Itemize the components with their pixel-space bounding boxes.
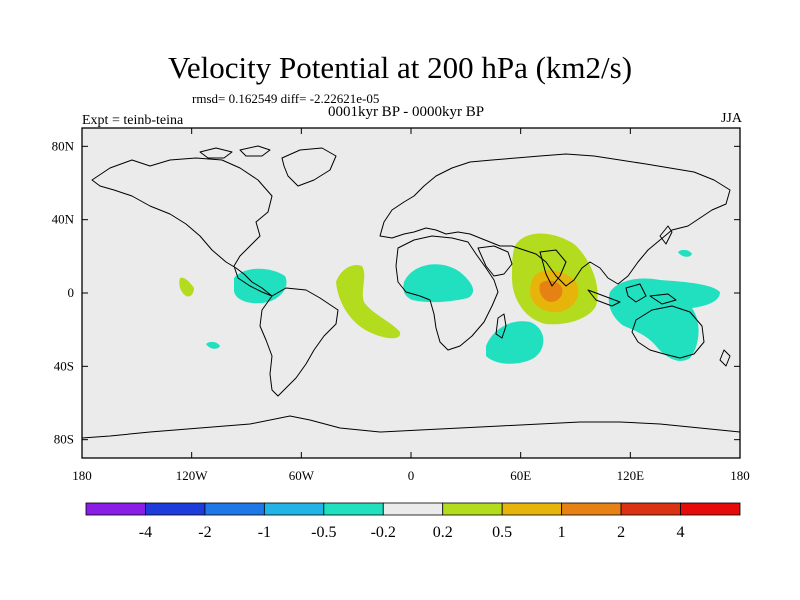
longitude-axis: 180 120W 60W 0 60E 120E 180 [72, 128, 750, 483]
time-subtitle: 0001kyr BP - 0000kyr BP [327, 104, 485, 120]
colorbar-swatch [323, 502, 384, 516]
colorbar-swatch [263, 502, 325, 516]
lat-label: 80S [54, 432, 74, 447]
negative-region-south-indian [486, 321, 544, 364]
coast-indonesia [587, 283, 677, 307]
colorbar-swatch [145, 502, 206, 516]
coast-india [539, 249, 567, 287]
coast-africa [395, 235, 499, 351]
lon-label: 180 [72, 468, 92, 483]
colorbar-label: -2 [198, 524, 211, 541]
positive-region-atlantic [336, 264, 401, 339]
colorbar-label: -4 [139, 524, 152, 541]
colorbar-swatch [442, 502, 503, 516]
colorbar-label: -0.2 [371, 524, 396, 541]
coast-new-zealand [719, 349, 731, 367]
anomaly-fills [179, 233, 720, 364]
coast-arabia [477, 245, 513, 277]
coast-madagascar [495, 313, 507, 339]
season-label: JJA [720, 111, 742, 126]
coastlines [81, 145, 741, 439]
lat-label: 40N [52, 212, 75, 227]
lon-label: 120E [617, 468, 645, 483]
map-title: Velocity Potential at 200 hPa (km2/s) [167, 50, 633, 85]
colorbar-label: 2 [617, 524, 625, 541]
experiment-label: Expt = teinb-teina [82, 113, 184, 128]
coast-eurasia [379, 153, 731, 287]
coast-antarctica [81, 415, 741, 439]
colorbar-swatch [501, 502, 563, 516]
lat-label: 80N [52, 138, 75, 153]
colorbar-swatch [382, 502, 444, 516]
negative-region-west-pacific [678, 249, 692, 257]
coast-japan [659, 225, 673, 245]
lon-label: 180 [730, 468, 750, 483]
coast-south-america [259, 287, 339, 397]
lon-label: 60E [510, 468, 531, 483]
lon-label: 120W [176, 468, 209, 483]
colorbar-swatch [680, 502, 741, 516]
negative-region-west-africa [403, 264, 474, 303]
negative-region-maritime-continent [608, 278, 720, 361]
colorbar-label: 1 [558, 524, 566, 541]
colorbar-label: 4 [677, 524, 685, 541]
colorbar: -4 -2 -1 -0.5 -0.2 0.2 0.5 1 2 4 [85, 502, 741, 541]
coast-arctic-islands [199, 145, 271, 159]
colorbar-swatch [204, 502, 265, 516]
high-region-indian-ocean [539, 280, 563, 302]
colorbar-swatch [620, 502, 681, 516]
colorbar-swatch [561, 502, 622, 516]
coast-greenland [281, 147, 337, 187]
coast-north-america [91, 157, 273, 297]
latitude-axis: 80N 40N 0 40S 80S [52, 138, 740, 447]
lon-label: 0 [408, 468, 415, 483]
positive-region-pacific [179, 277, 194, 297]
lon-label: 60W [289, 468, 315, 483]
stats-line: rmsd= 0.162549 diff= -2.22621e-05 [192, 91, 380, 106]
colorbar-label: -1 [258, 524, 271, 541]
colorbar-swatch [85, 502, 146, 516]
negative-region-east-pacific [206, 341, 220, 349]
lat-label: 0 [68, 285, 75, 300]
colorbar-label: 0.2 [433, 524, 453, 541]
colorbar-label: -0.5 [311, 524, 336, 541]
lat-label: 40S [54, 358, 74, 373]
colorbar-label: 0.5 [492, 524, 512, 541]
coast-australia [631, 305, 705, 359]
